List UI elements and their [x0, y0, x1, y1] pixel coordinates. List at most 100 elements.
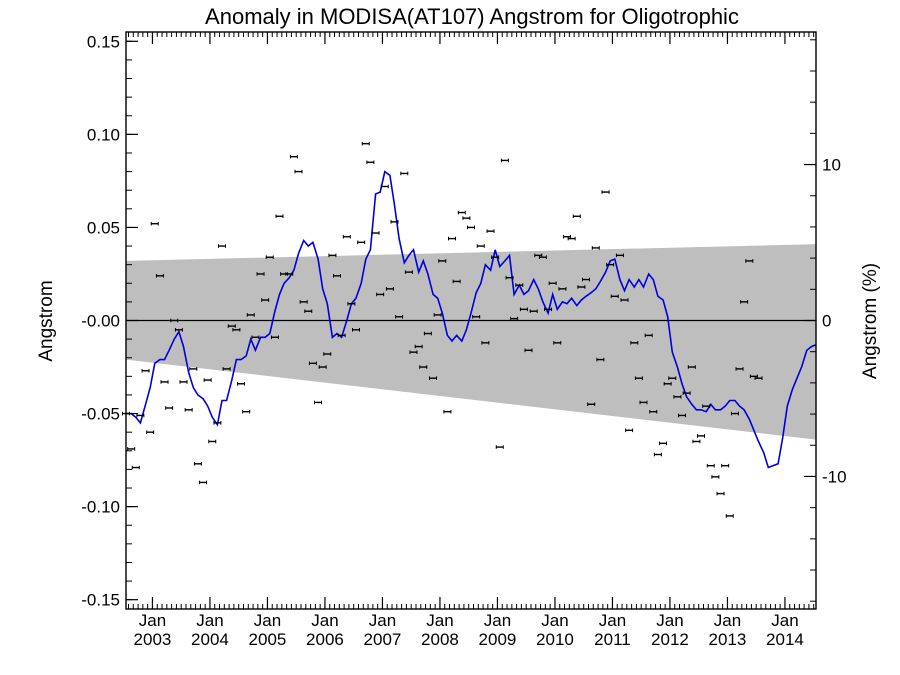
data-point — [582, 277, 590, 282]
data-point — [649, 409, 658, 414]
data-point — [644, 333, 653, 338]
x-tick-month-label: Jan — [771, 611, 798, 630]
data-point — [625, 428, 634, 433]
data-point — [591, 246, 600, 250]
x-tick-year-label: 2006 — [306, 630, 344, 649]
data-point — [352, 328, 360, 332]
data-point — [390, 220, 399, 224]
data-point — [711, 475, 720, 479]
x-tick-year-label: 2004 — [191, 630, 229, 649]
data-point — [538, 255, 547, 260]
data-point — [237, 381, 245, 386]
data-point — [438, 259, 447, 263]
data-point — [261, 298, 270, 302]
data-point — [213, 421, 222, 425]
data-point — [663, 381, 672, 386]
data-point — [659, 441, 668, 446]
data-point — [423, 331, 432, 336]
data-point — [500, 158, 509, 163]
x-tick-month-label: Jan — [484, 611, 511, 630]
data-point — [170, 318, 179, 323]
data-point — [385, 287, 394, 291]
data-point — [491, 255, 500, 260]
x-tick-month-label: Jan — [254, 611, 281, 630]
x-tick-month-label: Jan — [369, 611, 396, 630]
data-point — [587, 402, 596, 407]
x-tick-month-label: Jan — [541, 611, 568, 630]
data-point — [702, 404, 711, 408]
data-point — [179, 380, 188, 384]
data-point — [314, 400, 323, 405]
data-point — [429, 376, 438, 380]
data-point — [222, 367, 231, 371]
data-point — [150, 221, 159, 226]
data-point — [678, 413, 687, 418]
data-point — [242, 409, 251, 414]
right-y-tick-label: -10 — [822, 467, 847, 486]
x-tick-month-label: Jan — [311, 611, 338, 630]
data-point — [366, 160, 375, 165]
data-point — [294, 169, 303, 174]
x-tick-year-label: 2012 — [651, 630, 689, 649]
x-tick-year-label: 2013 — [709, 630, 747, 649]
data-point — [548, 281, 557, 286]
y-tick-label: -0.15 — [81, 591, 120, 610]
data-point — [141, 368, 150, 373]
data-point — [304, 309, 313, 313]
data-point — [127, 447, 136, 451]
data-point — [601, 190, 610, 194]
x-tick-year-label: 2007 — [364, 630, 402, 649]
data-point — [419, 365, 428, 369]
data-point — [472, 314, 481, 319]
data-point — [476, 244, 485, 248]
data-point — [544, 307, 553, 312]
data-point — [232, 328, 241, 332]
data-point — [193, 462, 202, 466]
data-point — [572, 214, 581, 219]
x-tick-month-label: Jan — [656, 611, 683, 630]
data-point — [615, 253, 624, 258]
data-point — [495, 445, 504, 449]
data-point — [467, 225, 475, 230]
data-point — [697, 434, 705, 438]
x-tick-month-label: Jan — [599, 611, 626, 630]
data-point — [692, 439, 701, 444]
data-point — [639, 400, 648, 405]
data-point — [184, 408, 193, 412]
data-point — [634, 376, 643, 380]
data-point — [596, 357, 605, 362]
y-tick-label: 0.10 — [87, 125, 120, 144]
data-point — [462, 216, 471, 220]
data-point — [136, 413, 145, 418]
data-point — [246, 313, 255, 317]
data-point — [515, 283, 524, 287]
data-point — [380, 184, 389, 189]
data-point — [414, 344, 423, 349]
data-point — [730, 411, 739, 416]
y-axis-label-right: Angstrom (%) — [860, 263, 881, 379]
data-point — [529, 309, 538, 313]
data-point — [371, 231, 380, 235]
data-point — [721, 463, 730, 468]
data-point — [155, 274, 164, 278]
data-point — [448, 236, 457, 241]
data-point — [754, 376, 763, 380]
data-point — [606, 262, 615, 267]
data-point — [735, 367, 744, 371]
plot-area: 0.15 0.10 0.05 -0.00 -0.05 -0.10 -0.15 10 0 -10 Ja… — [81, 31, 847, 649]
data-point — [653, 452, 662, 457]
data-point — [404, 270, 413, 274]
right-y-tick-label: 10 — [822, 156, 841, 175]
data-point — [337, 333, 346, 338]
data-point — [131, 465, 140, 470]
x-tick-month-label: Jan — [139, 611, 166, 630]
x-tick-year-label: 2005 — [249, 630, 287, 649]
data-point — [553, 341, 562, 345]
data-point — [443, 409, 452, 414]
data-point — [289, 154, 298, 159]
data-point — [716, 491, 725, 496]
data-point — [342, 234, 351, 239]
data-point — [218, 244, 227, 248]
data-point — [610, 294, 619, 299]
x-tick-year-label: 2009 — [479, 630, 517, 649]
